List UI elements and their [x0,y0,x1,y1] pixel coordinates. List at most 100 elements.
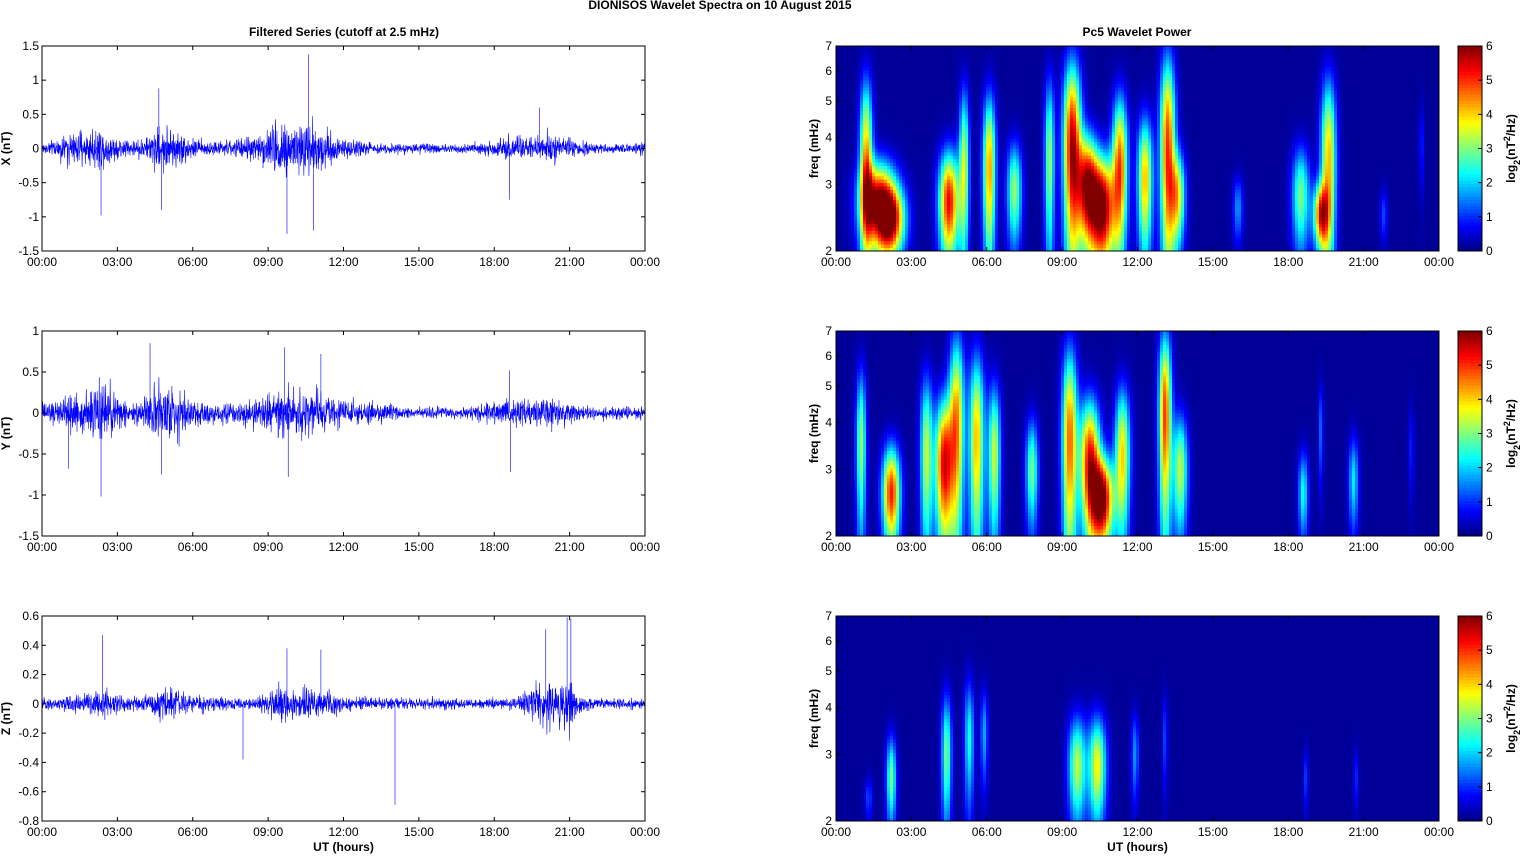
heatmap-cell [1427,231,1430,235]
heatmap-cell [1172,227,1175,231]
heatmap-cell [1244,207,1247,211]
heatmap-cell [1163,210,1166,214]
heatmap-cell [1076,217,1079,221]
heatmap-cell [1262,227,1265,231]
heatmap-cell [1322,210,1325,214]
heatmap-cell [1118,207,1121,211]
heatmap-cell [1211,207,1214,211]
heatmap-cell [875,210,878,214]
heatmap-cell [1100,200,1103,204]
heatmap-cell [1061,217,1064,221]
heatmap-cell [1244,227,1247,231]
heatmap-cell [1277,207,1280,211]
heatmap-cell [1025,210,1028,214]
heatmap-cell [995,203,998,207]
heatmap-cell [941,231,944,235]
heatmap-cell [1121,244,1124,248]
heatmap-cell [1415,210,1418,214]
heatmap-cell [953,217,956,221]
heatmap-cell [1226,200,1229,204]
heatmap-cell [1274,210,1277,214]
heatmap-cell [1238,210,1241,214]
heatmap-cell [1082,210,1085,214]
heatmap-cell [1115,220,1118,224]
heatmap-cell [1067,244,1070,248]
heatmap-cell [1421,207,1424,211]
heatmap-cell [1019,237,1022,241]
heatmap-cell [938,203,941,207]
heatmap-cell [1292,217,1295,221]
heatmap-cell [839,220,842,224]
heatmap-cell [1277,244,1280,248]
heatmap-cell [926,217,929,221]
heatmap-cell [917,244,920,248]
heatmap-cell [1385,241,1388,245]
heatmap-cell [1001,210,1004,214]
heatmap-cell [1130,210,1133,214]
heatmap-cell [872,237,875,241]
heatmap-cell [1283,213,1286,217]
heatmap-cell [1028,234,1031,238]
heatmap-cell [1229,210,1232,214]
heatmap-cell [1034,220,1037,224]
heatmap-cell [1271,220,1274,224]
heatmap-cell [1019,203,1022,207]
heatmap-cell [1076,203,1079,207]
heatmap-cell [944,234,947,238]
heatmap-cell [1055,241,1058,245]
heatmap-cell [905,234,908,238]
heatmap-cell [1166,231,1169,235]
heatmap-cell [1124,207,1127,211]
heatmap-cell [1004,234,1007,238]
heatmap-cell [1076,237,1079,241]
heatmap-cell [1388,231,1391,235]
heatmap-cell [977,203,980,207]
heatmap-cell [1016,207,1019,211]
heatmap-cell [1328,241,1331,245]
heatmap-cell [998,213,1001,217]
heatmap-cell [1352,217,1355,221]
heatmap-cell [1226,213,1229,217]
heatmap-cell [1028,237,1031,241]
heatmap-cell [1403,200,1406,204]
heatmap-cell [1382,203,1385,207]
heatmap-cell [1190,196,1193,200]
heatmap-cell [965,207,968,211]
heatmap-cell [1271,207,1274,211]
heatmap-cell [1100,207,1103,211]
heatmap-cell [1403,207,1406,211]
heatmap-cell [1400,224,1403,228]
heatmap-cell [1274,207,1277,211]
heatmap-cell [1286,217,1289,221]
heatmap-cell [1136,234,1139,238]
heatmap-cell [995,217,998,221]
heatmap-cell [926,207,929,211]
heatmap-cell [1133,244,1136,248]
heatmap-cell [923,231,926,235]
heatmap-cell [1388,213,1391,217]
heatmap-cell [1391,227,1394,231]
heatmap-cell [1283,207,1286,211]
heatmap-cell [881,213,884,217]
heatmap-cell [920,210,923,214]
heatmap-cell [1259,224,1262,228]
heatmap-cell [1070,231,1073,235]
heatmap-cell [1361,224,1364,228]
heatmap-cell [1034,207,1037,211]
heatmap-cell [863,220,866,224]
heatmap-cell [1160,224,1163,228]
heatmap-cell [890,237,893,241]
heatmap-cell [986,241,989,245]
heatmap-cell [1427,203,1430,207]
heatmap-cell [1061,210,1064,214]
heatmap-cell [1031,234,1034,238]
heatmap-cell [1217,227,1220,231]
heatmap-cell [1043,213,1046,217]
heatmap-cell [1040,224,1043,228]
heatmap-cell [1232,207,1235,211]
heatmap-cell [1055,196,1058,200]
heatmap-cell [992,227,995,231]
heatmap-cell [1064,196,1067,200]
heatmap-cell [1202,207,1205,211]
heatmap-cell [1187,210,1190,214]
